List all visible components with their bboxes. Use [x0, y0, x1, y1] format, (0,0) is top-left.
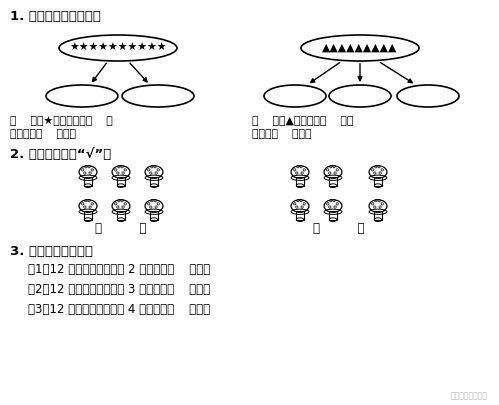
- Text: （    ）个▲平均分成（    ）份: （ ）个▲平均分成（ ）份: [252, 116, 353, 126]
- Text: ▲▲▲▲▲▲▲▲▲: ▲▲▲▲▲▲▲▲▲: [322, 43, 398, 53]
- Text: ，每份有（    ）个。: ，每份有（ ）个。: [10, 129, 76, 139]
- Text: （2）12 根小棒，平均分成 3 堆，每堆（    ）根。: （2）12 根小棒，平均分成 3 堆，每堆（ ）根。: [28, 283, 210, 296]
- Bar: [150, 177, 158, 185]
- Text: （1）12 根小棒，平均分成 2 堆，每堆（    ）根。: （1）12 根小棒，平均分成 2 堆，每堆（ ）根。: [28, 263, 210, 276]
- Bar: [150, 211, 158, 220]
- Text: （3）12 根小棒，平均分成 4 堆，每堆（    ）根。: （3）12 根小棒，平均分成 4 堆，每堆（ ）根。: [28, 303, 210, 316]
- Text: （    ）个★，平均分成（    ）: （ ）个★，平均分成（ ）: [10, 116, 113, 126]
- Bar: [296, 177, 304, 185]
- Bar: [117, 177, 125, 185]
- Text: 3. 想一想，再填空。: 3. 想一想，再填空。: [10, 245, 93, 258]
- Bar: [84, 177, 92, 185]
- Text: 每份有（    ）个。: 每份有（ ）个。: [252, 129, 311, 139]
- Bar: [329, 211, 337, 220]
- Bar: [84, 211, 92, 220]
- Bar: [329, 177, 337, 185]
- Bar: [117, 211, 125, 220]
- Text: （          ）: （ ）: [313, 222, 365, 235]
- Bar: [296, 211, 304, 220]
- Text: 绿色圈二年级资源: 绿色圈二年级资源: [451, 391, 488, 400]
- Text: （          ）: （ ）: [95, 222, 147, 235]
- Text: 1. 先画一画，再填空。: 1. 先画一画，再填空。: [10, 10, 101, 23]
- Bar: [374, 177, 382, 185]
- Text: ★★★★★★★★★★: ★★★★★★★★★★: [69, 43, 167, 53]
- Bar: [374, 211, 382, 220]
- Text: 2. 是平均分的画“√”。: 2. 是平均分的画“√”。: [10, 148, 111, 161]
